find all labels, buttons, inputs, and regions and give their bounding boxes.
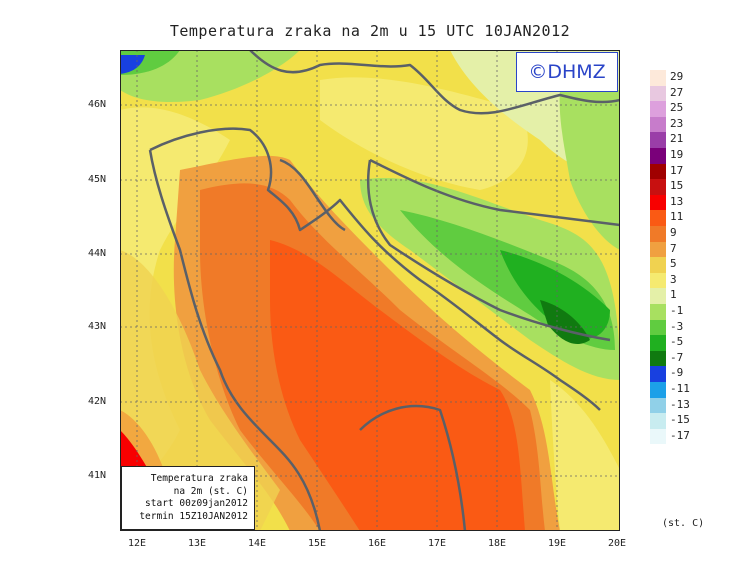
legend-label: 21 bbox=[670, 132, 684, 146]
legend-label: -15 bbox=[670, 413, 690, 427]
legend-swatch bbox=[650, 428, 666, 445]
legend-label: 29 bbox=[670, 70, 684, 83]
info-line: termin 15Z10JAN2012 bbox=[139, 510, 248, 522]
lon-label: 19E bbox=[547, 538, 567, 549]
legend-swatch bbox=[650, 288, 666, 304]
legend-label: 5 bbox=[670, 257, 677, 271]
lon-label: 13E bbox=[187, 538, 207, 549]
legend-swatch bbox=[650, 85, 666, 102]
lat-label: 45N bbox=[88, 174, 107, 185]
legend-label: 15 bbox=[670, 179, 684, 193]
legend-swatch bbox=[650, 257, 666, 273]
legend-swatch bbox=[650, 70, 666, 86]
temperature-field bbox=[120, 50, 620, 531]
legend-swatch bbox=[650, 366, 666, 382]
legend-swatch bbox=[650, 413, 666, 429]
lat-label: 42N bbox=[88, 396, 107, 407]
legend-label: 25 bbox=[670, 101, 684, 115]
lon-label: 14E bbox=[247, 538, 267, 549]
legend-unit: (st. C) bbox=[662, 518, 705, 529]
legend-label: -7 bbox=[670, 350, 684, 364]
legend-label: 7 bbox=[670, 241, 677, 255]
lon-label: 12E bbox=[127, 538, 147, 549]
legend-label: -9 bbox=[670, 366, 684, 380]
legend-swatch bbox=[650, 148, 666, 164]
legend-label: 3 bbox=[670, 272, 677, 286]
legend-swatch bbox=[650, 272, 666, 289]
legend-swatch bbox=[650, 116, 666, 133]
lat-label: 46N bbox=[88, 99, 107, 110]
lon-label: 16E bbox=[367, 538, 387, 549]
lat-label: 41N bbox=[88, 470, 107, 481]
legend-label: -5 bbox=[670, 335, 684, 349]
legend-label: -11 bbox=[670, 382, 690, 395]
legend-swatch bbox=[650, 350, 666, 367]
legend-label: 13 bbox=[670, 194, 684, 208]
legend-swatch bbox=[650, 132, 666, 148]
legend-label: 11 bbox=[670, 210, 684, 224]
legend-label: 19 bbox=[670, 148, 684, 161]
info-line: start 00z09jan2012 bbox=[145, 498, 248, 509]
legend-swatch bbox=[650, 179, 666, 195]
lon-label: 18E bbox=[487, 538, 507, 549]
legend-label: 1 bbox=[670, 288, 677, 302]
legend-label: -1 bbox=[670, 304, 684, 317]
legend-swatch bbox=[650, 382, 666, 398]
map-title: Temperatura zraka na 2m u 15 UTC 10JAN20… bbox=[169, 22, 571, 40]
legend-swatch bbox=[650, 335, 666, 351]
legend-label: 9 bbox=[670, 226, 677, 239]
legend-swatch bbox=[650, 226, 666, 242]
lon-label: 17E bbox=[427, 538, 447, 549]
info-line: Temperatura zraka bbox=[150, 473, 248, 484]
info-box: Temperatura zraka na 2m (st. C) start 00… bbox=[121, 466, 255, 530]
legend-swatch bbox=[650, 101, 666, 117]
lat-label: 44N bbox=[88, 248, 107, 259]
legend-swatch bbox=[650, 163, 666, 180]
legend-swatch bbox=[650, 241, 666, 258]
legend-swatch bbox=[650, 397, 666, 414]
lon-label: 15E bbox=[307, 538, 327, 549]
dhmz-logo: ©DHMZ bbox=[516, 52, 618, 92]
legend-label: -3 bbox=[670, 319, 684, 333]
info-line: na 2m (st. C) bbox=[173, 485, 248, 497]
legend-swatch bbox=[650, 304, 666, 320]
legend-label: 17 bbox=[670, 163, 684, 177]
legend-label: -17 bbox=[670, 428, 690, 442]
legend-label: 27 bbox=[670, 85, 684, 99]
legend-label: -13 bbox=[670, 397, 690, 411]
legend-swatch bbox=[650, 194, 666, 211]
legend-swatch bbox=[650, 319, 666, 336]
lon-label: 20E bbox=[607, 538, 627, 549]
lat-label: 43N bbox=[88, 321, 107, 332]
legend-swatch bbox=[650, 210, 666, 226]
legend-label: 23 bbox=[670, 116, 684, 130]
temperature-map bbox=[120, 50, 620, 531]
